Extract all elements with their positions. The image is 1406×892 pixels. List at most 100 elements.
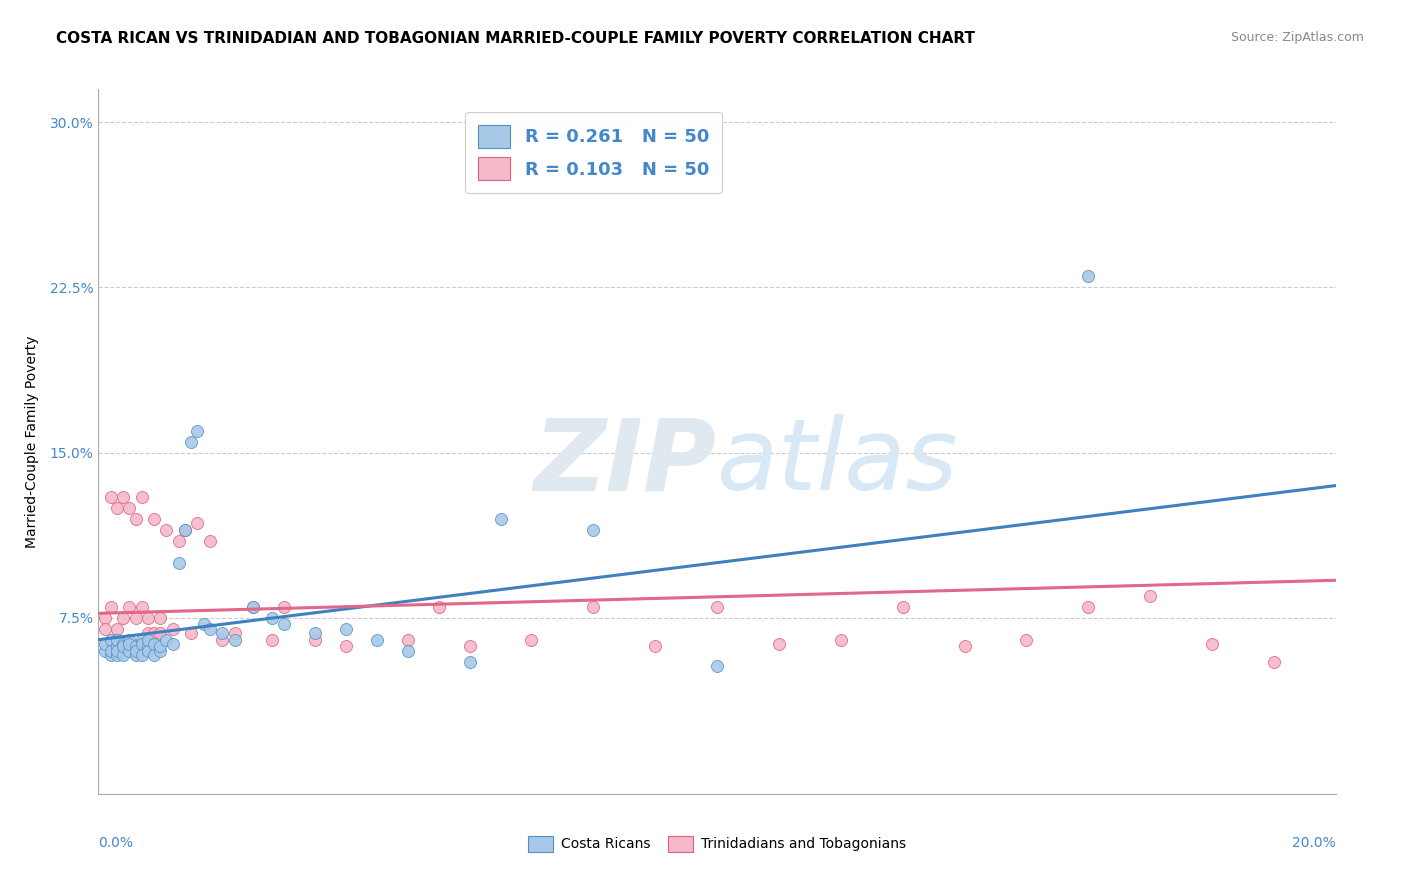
Text: Source: ZipAtlas.com: Source: ZipAtlas.com	[1230, 31, 1364, 45]
Point	[124, 648, 146, 662]
Point	[131, 637, 153, 651]
Point	[149, 644, 172, 658]
Point	[273, 599, 295, 614]
Point	[1263, 655, 1285, 669]
Point	[242, 599, 264, 614]
Text: 0.0%: 0.0%	[98, 836, 134, 850]
Point	[242, 599, 264, 614]
Text: ZIP: ZIP	[534, 414, 717, 511]
Point	[136, 632, 159, 647]
Point	[174, 523, 197, 537]
Point	[131, 632, 153, 647]
Point	[112, 648, 135, 662]
Point	[118, 644, 141, 658]
Point	[143, 648, 166, 662]
Point	[118, 632, 141, 647]
Point	[136, 611, 159, 625]
Point	[162, 622, 184, 636]
Y-axis label: Married-Couple Family Poverty: Married-Couple Family Poverty	[24, 335, 38, 548]
Point	[706, 659, 728, 673]
Point	[224, 626, 246, 640]
Point	[136, 640, 159, 654]
Point	[100, 644, 122, 658]
Point	[93, 644, 115, 658]
Point	[1077, 269, 1099, 284]
Point	[124, 640, 146, 654]
Point	[136, 644, 159, 658]
Point	[304, 632, 326, 647]
Point	[644, 640, 666, 654]
Point	[167, 556, 190, 570]
Point	[149, 611, 172, 625]
Point	[105, 640, 128, 654]
Point	[180, 626, 202, 640]
Point	[458, 655, 481, 669]
Point	[155, 632, 177, 647]
Point	[118, 599, 141, 614]
Point	[489, 511, 512, 525]
Point	[112, 490, 135, 504]
Point	[124, 511, 146, 525]
Point	[186, 424, 208, 438]
Point	[198, 622, 221, 636]
Point	[118, 637, 141, 651]
Point	[335, 640, 357, 654]
Point	[105, 622, 128, 636]
Point	[198, 533, 221, 548]
Point	[335, 622, 357, 636]
Point	[112, 640, 135, 654]
Point	[93, 637, 115, 651]
Point	[396, 632, 419, 647]
Point	[211, 626, 233, 640]
Point	[458, 640, 481, 654]
Point	[105, 644, 128, 658]
Point	[131, 648, 153, 662]
Point	[105, 500, 128, 515]
Point	[131, 599, 153, 614]
Point	[167, 533, 190, 548]
Point	[304, 626, 326, 640]
Point	[93, 622, 115, 636]
Point	[396, 644, 419, 658]
Text: COSTA RICAN VS TRINIDADIAN AND TOBAGONIAN MARRIED-COUPLE FAMILY POVERTY CORRELAT: COSTA RICAN VS TRINIDADIAN AND TOBAGONIA…	[56, 31, 976, 46]
Point	[143, 511, 166, 525]
Point	[155, 523, 177, 537]
Point	[224, 632, 246, 647]
Point	[180, 434, 202, 449]
Point	[193, 617, 215, 632]
Point	[582, 599, 605, 614]
Point	[143, 637, 166, 651]
Point	[520, 632, 543, 647]
Point	[211, 632, 233, 647]
Point	[1201, 637, 1223, 651]
Point	[1077, 599, 1099, 614]
Point	[136, 626, 159, 640]
Point	[260, 611, 283, 625]
Point	[366, 632, 388, 647]
Point	[112, 611, 135, 625]
Point	[260, 632, 283, 647]
Point	[768, 637, 790, 651]
Text: 20.0%: 20.0%	[1292, 836, 1336, 850]
Point	[953, 640, 976, 654]
Point	[105, 632, 128, 647]
Point	[112, 637, 135, 651]
Point	[174, 523, 197, 537]
Point	[149, 640, 172, 654]
Point	[93, 611, 115, 625]
Point	[1015, 632, 1038, 647]
Point	[100, 599, 122, 614]
Point	[124, 611, 146, 625]
Point	[706, 599, 728, 614]
Point	[143, 626, 166, 640]
Point	[100, 648, 122, 662]
Point	[100, 490, 122, 504]
Point	[105, 648, 128, 662]
Point	[186, 516, 208, 530]
Point	[582, 523, 605, 537]
Point	[273, 617, 295, 632]
Point	[100, 632, 122, 647]
Point	[427, 599, 450, 614]
Point	[118, 500, 141, 515]
Legend: Costa Ricans, Trinidadians and Tobagonians: Costa Ricans, Trinidadians and Tobagonia…	[523, 830, 911, 857]
